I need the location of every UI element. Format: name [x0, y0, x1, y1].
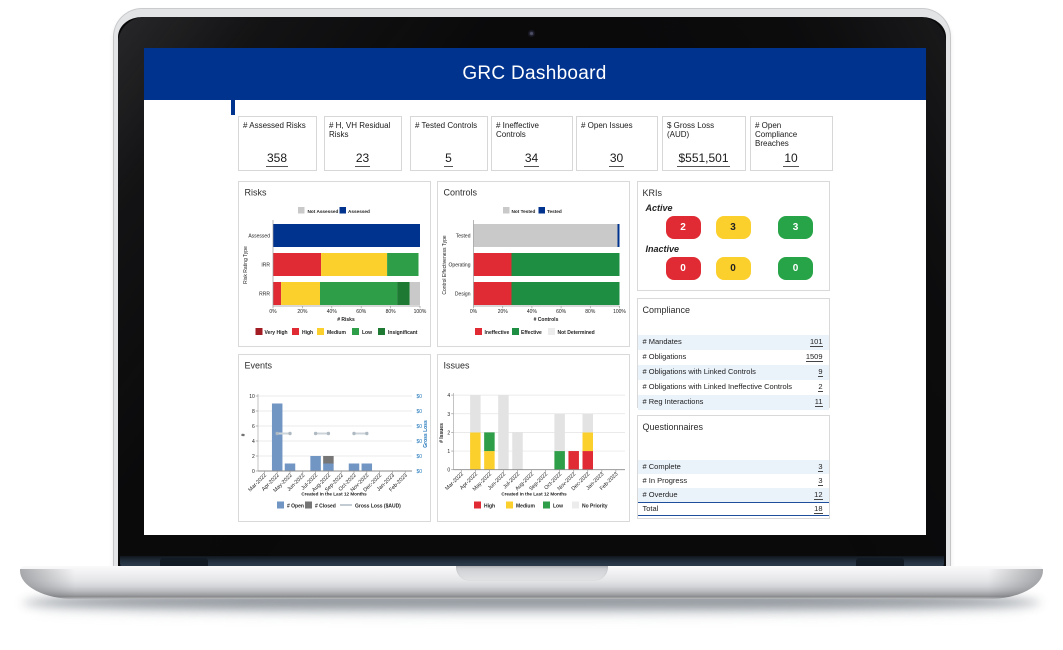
svg-text:$0: $0: [416, 469, 422, 475]
svg-text:2: 2: [447, 430, 450, 436]
svg-text:IRR: IRR: [261, 262, 270, 268]
svg-text:80%: 80%: [385, 309, 396, 315]
svg-text:# Closed: # Closed: [315, 503, 336, 509]
svg-text:0: 0: [447, 467, 450, 473]
svg-text:Gross Loss: Gross Loss: [423, 420, 429, 448]
svg-text:Gross Loss ($AUD): Gross Loss ($AUD): [355, 503, 401, 509]
svg-text:Risk Rating Type: Risk Rating Type: [243, 245, 249, 283]
svg-text:Design: Design: [454, 291, 470, 297]
svg-text:#: #: [241, 433, 247, 436]
svg-text:4: 4: [447, 393, 450, 399]
svg-text:Controls: Controls: [443, 187, 477, 197]
svg-text:Not Determined: Not Determined: [557, 330, 594, 336]
svg-text:Risks: Risks: [244, 187, 266, 197]
svg-text:Effective: Effective: [521, 330, 542, 336]
svg-text:Tested: Tested: [547, 209, 562, 214]
svg-text:100%: 100%: [413, 309, 426, 315]
svg-text:Issues: Issues: [443, 360, 470, 370]
svg-text:$0: $0: [416, 409, 422, 415]
svg-text:Low: Low: [362, 330, 372, 336]
svg-text:20%: 20%: [297, 309, 308, 315]
svg-text:0: 0: [252, 469, 255, 475]
svg-text:$0: $0: [416, 454, 422, 460]
svg-text:Medium: Medium: [516, 503, 535, 509]
svg-text:No Priority: No Priority: [582, 503, 608, 509]
svg-text:Insignificant: Insignificant: [388, 330, 418, 336]
svg-text:# Controls: # Controls: [533, 317, 558, 323]
svg-text:100%: 100%: [613, 309, 626, 315]
svg-text:# Open: # Open: [287, 503, 304, 509]
svg-text:Low: Low: [553, 503, 563, 509]
svg-text:Not Assessed: Not Assessed: [307, 209, 338, 214]
svg-text:Created in the Last 12 Months: Created in the Last 12 Months: [501, 491, 567, 496]
svg-text:High: High: [302, 330, 313, 336]
svg-text:0%: 0%: [269, 309, 277, 315]
svg-text:20%: 20%: [497, 309, 508, 315]
svg-text:Tested: Tested: [455, 233, 470, 239]
svg-text:Created in the Last 12 Months: Created in the Last 12 Months: [301, 491, 367, 496]
svg-text:Control Effectiveness Type: Control Effectiveness Type: [442, 235, 448, 295]
svg-text:Ineffective: Ineffective: [484, 330, 509, 336]
svg-text:Assessed: Assessed: [248, 233, 270, 239]
svg-text:0%: 0%: [469, 309, 477, 315]
svg-text:$0: $0: [416, 424, 422, 430]
svg-text:RRR: RRR: [259, 291, 270, 297]
svg-text:8: 8: [252, 409, 255, 415]
svg-text:Not Tested: Not Tested: [511, 209, 535, 214]
svg-text:80%: 80%: [585, 309, 596, 315]
svg-text:3: 3: [447, 411, 450, 417]
svg-text:Very High: Very High: [264, 330, 287, 336]
svg-text:Assessed: Assessed: [348, 209, 370, 214]
svg-text:6: 6: [252, 424, 255, 430]
svg-text:10: 10: [249, 394, 255, 400]
svg-text:60%: 60%: [356, 309, 367, 315]
svg-text:2: 2: [252, 454, 255, 460]
svg-text:$0: $0: [416, 439, 422, 445]
svg-text:High: High: [484, 503, 495, 509]
svg-text:Medium: Medium: [327, 330, 346, 336]
svg-text:# Risks: # Risks: [337, 317, 355, 323]
svg-text:Events: Events: [244, 360, 272, 370]
svg-text:40%: 40%: [326, 309, 337, 315]
svg-text:$0: $0: [416, 394, 422, 400]
svg-text:# Issues: # Issues: [439, 422, 445, 442]
svg-text:Operating: Operating: [448, 262, 470, 268]
svg-text:1: 1: [447, 449, 450, 455]
svg-text:60%: 60%: [556, 309, 567, 315]
svg-text:40%: 40%: [526, 309, 537, 315]
svg-text:4: 4: [252, 439, 255, 445]
